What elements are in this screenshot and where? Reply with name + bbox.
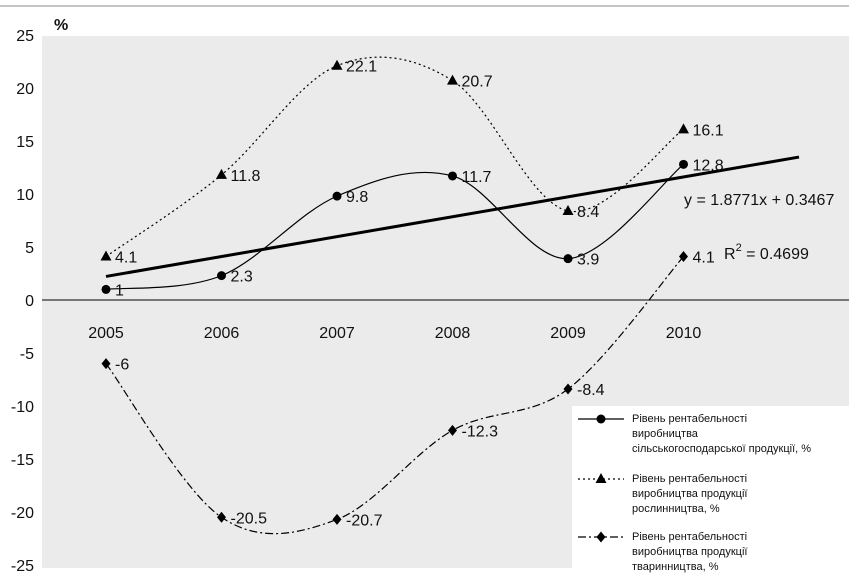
series-1-point xyxy=(217,271,226,281)
series-1-point xyxy=(101,284,111,294)
legend-label-3: виробництва продукції xyxy=(632,546,747,558)
series-1-point xyxy=(332,191,342,201)
series-3-data-label: -12.3 xyxy=(462,423,499,440)
y-tick-label: 20 xyxy=(16,81,34,98)
series-2-point xyxy=(447,74,458,85)
legend-label-1: сільськогосподарської продукції, % xyxy=(632,443,811,455)
trend-equation: y = 1.8771x + 0.3467 R2 = 0.4699 xyxy=(684,192,834,263)
legend-label-2: Рівень рентабельності xyxy=(632,473,747,485)
series-3-point xyxy=(332,513,342,525)
series-2-point xyxy=(216,168,227,179)
series-3-data-label: 4.1 xyxy=(693,250,715,267)
y-axis-ticks: 25 20 15 10 5 0 -5 -10 -15 -20 -25 xyxy=(11,28,34,575)
y-tick-label: -25 xyxy=(11,558,34,575)
trend-equation-text: y = 1.8771x + 0.3467 xyxy=(684,192,834,209)
x-tick-label: 2010 xyxy=(666,325,702,342)
series-2-data-label: 16.1 xyxy=(693,122,724,139)
series-1-data-label: 9.8 xyxy=(346,189,368,206)
series-3-point xyxy=(217,511,226,523)
legend-label-3: Рівень рентабельності xyxy=(632,531,747,543)
legend-box xyxy=(572,406,849,578)
legend: Рівень рентабельності виробництва сільсько… xyxy=(572,406,849,578)
series-2-data-label: 8.4 xyxy=(577,204,599,221)
trend-r2-text: R2 = 0.4699 xyxy=(724,242,809,263)
series-1-data-label: 2.3 xyxy=(231,269,253,286)
trendline-line xyxy=(105,155,800,278)
legend-marker-3 xyxy=(596,531,606,543)
legend-label-2: рослинництва, % xyxy=(632,503,720,515)
y-tick-label: 0 xyxy=(25,293,34,310)
trendline xyxy=(105,155,800,278)
y-tick-label: -5 xyxy=(20,346,34,363)
y-tick-label: -20 xyxy=(11,505,34,522)
series-1-data-label: 3.9 xyxy=(577,252,599,269)
y-tick-label: -15 xyxy=(11,452,34,469)
y-tick-label: 5 xyxy=(25,240,34,257)
data-labels: 1 2.3 9.8 11.7 3.9 12.8 4.1 11.8 22.1 20.7 8.4 16.1… xyxy=(115,59,724,530)
x-tick-label: 2006 xyxy=(204,325,240,342)
series-3-line xyxy=(105,256,684,535)
x-tick-label: 2005 xyxy=(88,325,124,342)
y-axis-label: % xyxy=(54,17,68,34)
x-tick-label: 2007 xyxy=(319,325,355,342)
x-axis-ticks: 2005 2006 2007 2008 2009 2010 xyxy=(88,325,701,342)
legend-label-3: тваринництва, % xyxy=(632,561,719,573)
series-2-data-label: 20.7 xyxy=(462,74,493,91)
y-tick-label: 15 xyxy=(16,134,34,151)
legend-label-1: Рівень рентабельності xyxy=(632,413,747,425)
legend-label-1: виробництва xyxy=(632,428,699,440)
series-2-point xyxy=(678,123,689,134)
series-2-point xyxy=(100,250,112,261)
x-tick-label: 2008 xyxy=(435,325,471,342)
series-3-data-label: -20.5 xyxy=(231,510,268,527)
series-1-point xyxy=(448,171,457,181)
series-3-point xyxy=(101,358,111,370)
series-2-point xyxy=(562,204,574,215)
series-2-data-label: 11.8 xyxy=(231,168,261,185)
series-3-data-label: -6 xyxy=(115,357,129,374)
series-3-point xyxy=(448,424,457,436)
series-1-data-label: 11.7 xyxy=(462,169,492,186)
series-2-data-label: 4.1 xyxy=(115,250,137,267)
x-tick-label: 2009 xyxy=(550,325,586,342)
series-2-data-label: 22.1 xyxy=(346,59,377,76)
series-3-point xyxy=(563,383,573,395)
series-1-data-label: 1 xyxy=(115,282,124,299)
y-tick-label: 10 xyxy=(16,187,34,204)
legend-label-2: виробництва продукції xyxy=(632,488,747,500)
series-2-point xyxy=(331,59,343,70)
legend-marker-2 xyxy=(595,473,607,483)
series-group xyxy=(100,56,689,535)
series-3-point xyxy=(679,251,688,263)
series-3-data-label: -20.7 xyxy=(346,512,383,529)
legend-marker-1 xyxy=(596,414,606,424)
y-tick-label: 25 xyxy=(16,28,34,45)
series-1-data-label: 12.8 xyxy=(693,157,724,174)
y-tick-label: -10 xyxy=(11,399,34,416)
series-3-data-label: -8.4 xyxy=(577,382,605,399)
series-1-point xyxy=(679,159,688,169)
series-1-point xyxy=(563,254,573,264)
series-2-line xyxy=(105,56,684,258)
